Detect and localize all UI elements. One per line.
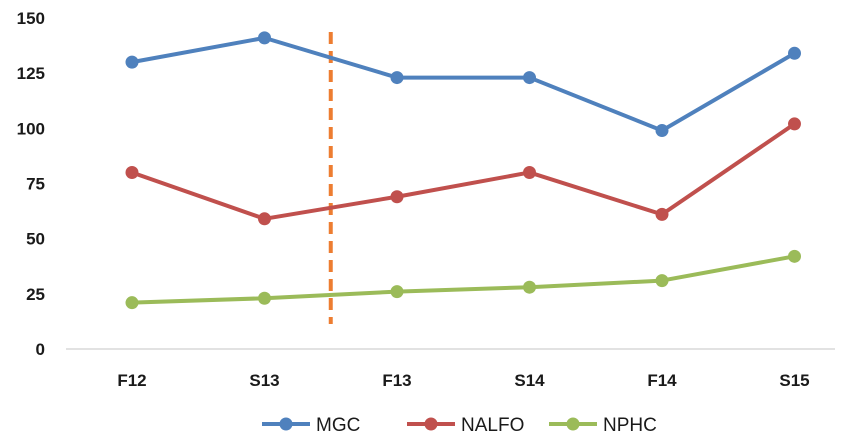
data-point-nalfo bbox=[655, 207, 669, 221]
y-tick-label: 25 bbox=[26, 285, 45, 304]
data-point-mgc bbox=[258, 31, 271, 45]
legend-label-nphc: NPHC bbox=[603, 415, 657, 436]
data-point-nalfo bbox=[125, 165, 139, 179]
y-tick-label: 150 bbox=[17, 9, 45, 28]
x-tick-label: F14 bbox=[647, 371, 677, 390]
legend-label-nalfo: NALFO bbox=[461, 415, 524, 436]
data-point-nalfo bbox=[788, 117, 801, 131]
data-point-mgc bbox=[125, 55, 139, 69]
data-point-nphc bbox=[788, 249, 801, 263]
data-point-mgc bbox=[655, 124, 669, 138]
y-tick-label: 0 bbox=[36, 340, 45, 359]
series-line-nalfo bbox=[131, 122, 796, 221]
data-point-nphc bbox=[523, 280, 536, 294]
legend: MGC NALFO NPHC bbox=[262, 415, 657, 436]
legend-item-nphc: NPHC bbox=[549, 415, 657, 436]
legend-item-mgc: MGC bbox=[262, 415, 360, 436]
data-point-nphc bbox=[125, 296, 139, 310]
legend-label-mgc: MGC bbox=[316, 415, 360, 436]
series-layer bbox=[125, 31, 801, 310]
data-point-mgc bbox=[788, 46, 801, 60]
legend-swatch-marker-nalfo bbox=[424, 417, 438, 431]
series-line-nphc bbox=[131, 254, 795, 305]
series-line-mgc bbox=[131, 35, 796, 133]
data-point-nphc bbox=[390, 285, 404, 299]
data-point-mgc bbox=[390, 71, 404, 85]
data-point-nalfo bbox=[258, 212, 271, 226]
x-tick-label: F13 bbox=[382, 371, 411, 390]
series-nalfo bbox=[125, 117, 801, 226]
y-tick-label: 100 bbox=[17, 119, 45, 138]
legend-swatch-marker-nphc bbox=[566, 417, 580, 431]
legend-item-nalfo: NALFO bbox=[407, 415, 524, 436]
x-tick-label: F12 bbox=[117, 371, 146, 390]
y-tick-label: 125 bbox=[17, 64, 45, 83]
axis-layer: 0 25 50 75 100 125 150 F12 S13 F13 S14 F14 S15 bbox=[17, 9, 835, 390]
data-point-nphc bbox=[655, 274, 669, 288]
data-point-nphc bbox=[258, 291, 271, 305]
series-mgc bbox=[125, 31, 801, 138]
series-nphc bbox=[125, 249, 801, 310]
x-tick-label: S15 bbox=[779, 371, 809, 390]
x-tick-label: S13 bbox=[249, 371, 279, 390]
x-tick-label: S14 bbox=[514, 371, 545, 390]
y-tick-label: 50 bbox=[26, 230, 45, 249]
data-point-mgc bbox=[523, 71, 536, 85]
data-point-nalfo bbox=[390, 190, 404, 204]
data-point-nalfo bbox=[523, 165, 536, 179]
legend-swatch-marker-mgc bbox=[279, 417, 293, 431]
y-tick-label: 75 bbox=[26, 175, 45, 194]
